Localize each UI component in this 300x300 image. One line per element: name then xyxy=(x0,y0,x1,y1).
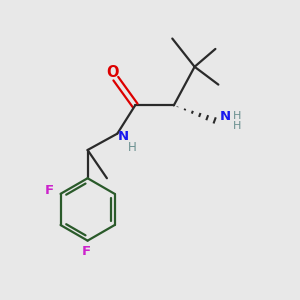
Text: N: N xyxy=(118,130,129,143)
Text: H: H xyxy=(232,111,241,121)
Text: H: H xyxy=(232,121,241,131)
Text: N: N xyxy=(219,110,230,123)
Text: F: F xyxy=(82,244,91,258)
Text: F: F xyxy=(45,184,54,197)
Text: H: H xyxy=(128,140,136,154)
Text: O: O xyxy=(106,65,119,80)
